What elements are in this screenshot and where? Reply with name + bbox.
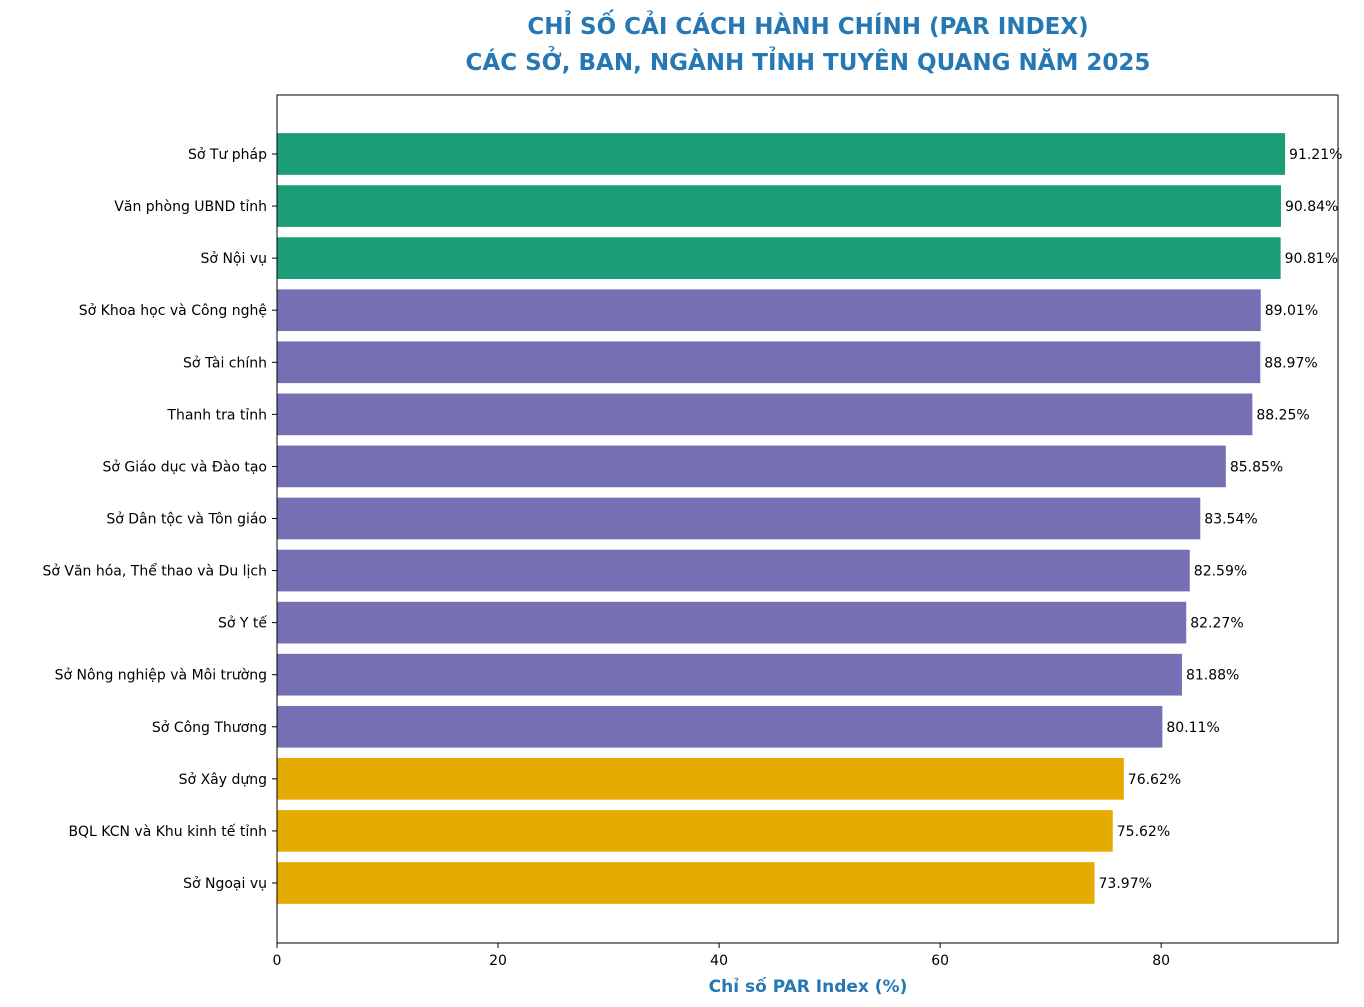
bar xyxy=(277,289,1261,332)
data-label: 82.59% xyxy=(1194,564,1247,580)
data-label: 90.81% xyxy=(1285,251,1338,267)
y-tick-label: Sở Văn hóa, Thể thao và Du lịch xyxy=(42,563,267,580)
x-tick-label: 40 xyxy=(710,953,728,969)
data-label: 88.25% xyxy=(1256,407,1309,423)
y-tick-label: BQL KCN và Khu kinh tế tỉnh xyxy=(68,823,267,840)
y-tick-label: Sở Giáo dục và Đào tạo xyxy=(102,459,267,475)
chart-title-line2: CÁC SỞ, BAN, NGÀNH TỈNH TUYÊN QUANG NĂM … xyxy=(466,46,1151,76)
x-tick-label: 20 xyxy=(489,953,507,969)
data-label: 83.54% xyxy=(1204,511,1257,527)
data-label: 85.85% xyxy=(1230,459,1283,475)
data-label: 89.01% xyxy=(1265,303,1318,319)
bar xyxy=(277,133,1286,175)
data-label: 90.84% xyxy=(1285,199,1338,215)
y-tick-label: Văn phòng UBND tỉnh xyxy=(114,199,267,215)
data-label: 76.62% xyxy=(1128,772,1181,788)
data-label: 81.88% xyxy=(1186,668,1239,684)
y-tick-label: Thanh tra tỉnh xyxy=(166,407,267,423)
bar xyxy=(277,549,1190,592)
bars-group: 91.21% 90.84% 90.81% 89.01% 88.97% 88.25% 85.8… xyxy=(277,133,1342,904)
bar xyxy=(277,445,1226,488)
data-label: 73.97% xyxy=(1099,876,1152,892)
y-tick-label: Sở Y tế xyxy=(218,615,267,632)
data-label: 88.97% xyxy=(1264,355,1317,371)
x-tick-label: 0 xyxy=(273,953,282,969)
x-tick-label: 60 xyxy=(931,953,949,969)
y-tick-label: Sở Tài chính xyxy=(183,355,267,371)
bar xyxy=(277,810,1113,852)
bar xyxy=(277,497,1201,540)
y-tick-label: Sở Xây dựng xyxy=(179,772,267,788)
data-label: 91.21% xyxy=(1289,147,1342,163)
bar xyxy=(277,185,1281,227)
y-tick-label: Sở Ngoại vụ xyxy=(183,876,267,892)
bar xyxy=(277,601,1187,644)
data-label: 75.62% xyxy=(1117,824,1170,840)
data-label: 80.11% xyxy=(1166,720,1219,736)
y-tick-label: Sở Nông nghiệp và Môi trường xyxy=(55,668,267,684)
y-tick-label: Sở Nội vụ xyxy=(201,251,267,267)
y-axis: Sở Tư pháp Văn phòng UBND tỉnh Sở Nội vụ Sở… xyxy=(42,147,277,892)
x-axis: 0 20 40 60 80 xyxy=(273,943,1170,969)
chart-title-line1: CHỈ SỐ CẢI CÁCH HÀNH CHÍNH (PAR INDEX) xyxy=(527,9,1088,40)
x-axis-label: Chỉ số PAR Index (%) xyxy=(709,976,908,997)
y-tick-label: Sở Dân tộc và Tôn giáo xyxy=(106,511,267,527)
bar xyxy=(277,705,1163,748)
bar xyxy=(277,653,1182,696)
y-tick-label: Sở Tư pháp xyxy=(188,147,267,163)
bar xyxy=(277,757,1124,800)
plot-frame xyxy=(276,94,1339,944)
bar xyxy=(277,341,1261,384)
y-tick-label: Sở Khoa học và Công nghệ xyxy=(79,303,267,319)
data-label: 82.27% xyxy=(1190,616,1243,632)
bar xyxy=(277,237,1281,279)
y-tick-label: Sở Công Thương xyxy=(152,720,267,736)
x-tick-label: 80 xyxy=(1152,953,1170,969)
bar xyxy=(277,393,1253,436)
bar xyxy=(277,862,1095,904)
